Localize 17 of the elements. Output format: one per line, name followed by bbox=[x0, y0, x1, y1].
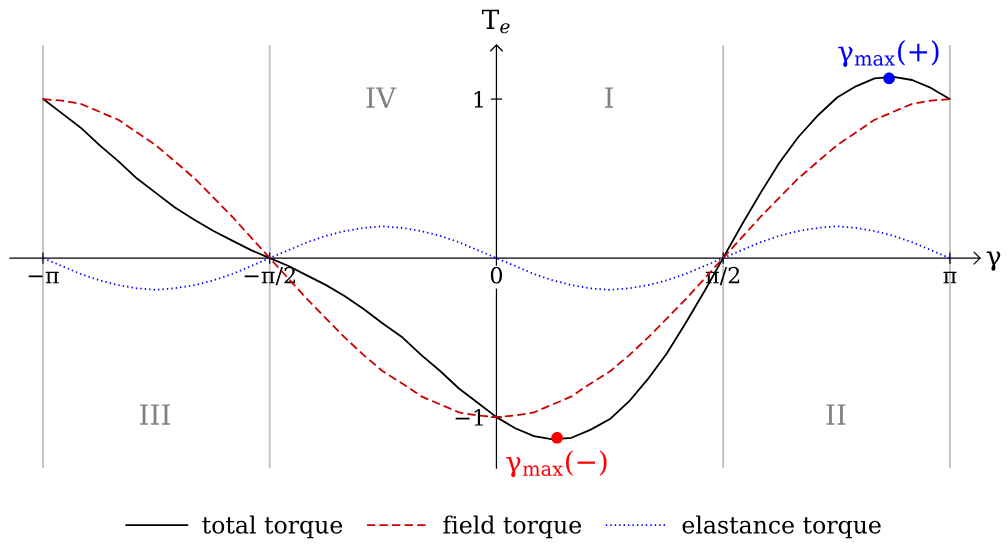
annotation: II bbox=[826, 404, 846, 425]
x-tick-label: −π/2 bbox=[244, 266, 295, 286]
annotation: γ$_{max}$(−) bbox=[506, 450, 607, 478]
legend-label: field torque bbox=[443, 515, 582, 539]
annotation: γ$_{max}$(+) bbox=[838, 40, 939, 67]
annotation: I bbox=[605, 87, 613, 108]
y-tick-label: −1 bbox=[455, 409, 483, 426]
annotation: IV bbox=[366, 87, 397, 108]
y-tick-label: 1 bbox=[474, 91, 483, 108]
x-tick-label: 0 bbox=[490, 266, 503, 284]
legend-label: total torque bbox=[202, 515, 343, 539]
y-axis-title: T$_{e}$ bbox=[481, 9, 510, 34]
x-axis-title: γ bbox=[986, 251, 1001, 271]
annotation: III bbox=[140, 404, 170, 425]
x-tick-label: −π bbox=[28, 271, 59, 284]
legend-label: elastance torque bbox=[682, 515, 881, 539]
x-tick-label: π bbox=[943, 271, 957, 284]
